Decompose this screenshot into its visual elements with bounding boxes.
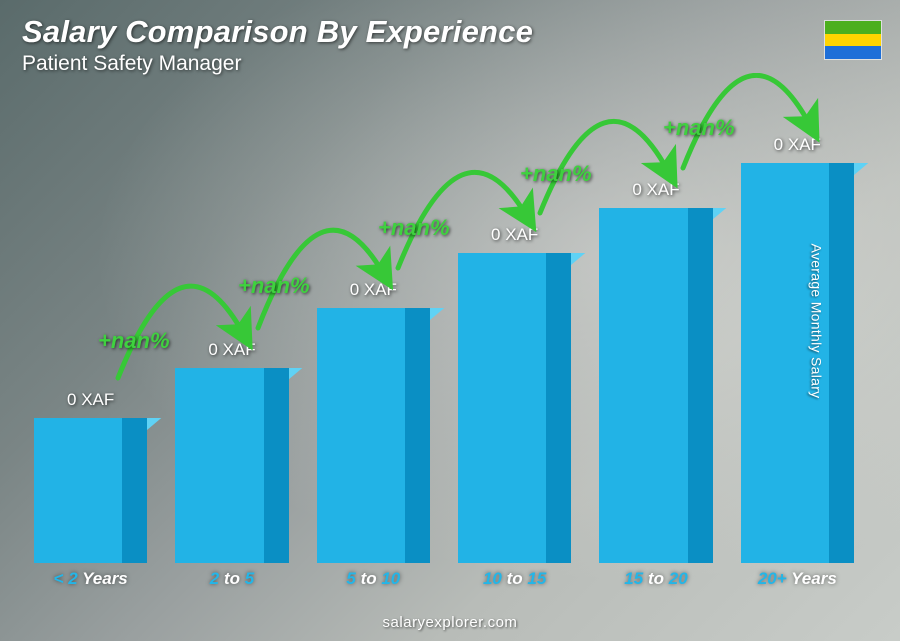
bar-slot: 0 XAF [317,280,430,563]
x-axis-label: < 2 Years [34,563,147,593]
bar-slot: 0 XAF [175,340,288,563]
x-axis-label: 20+ Years [741,563,854,593]
y-axis-label: Average Monthly Salary [809,243,825,398]
bar-slot: 0 XAF [599,180,712,563]
bar [317,308,430,563]
flag-stripe-2 [825,34,881,47]
growth-delta-label: +nan% [663,115,735,141]
flag-stripe-1 [825,21,881,34]
bar-front-face [317,308,430,563]
growth-delta-label: +nan% [520,161,592,187]
bar-value-label: 0 XAF [491,225,538,245]
x-axis-label: 5 to 10 [317,563,430,593]
x-axis-label: 2 to 5 [175,563,288,593]
bar-slot: 0 XAF [741,135,854,563]
growth-delta-label: +nan% [238,273,310,299]
bar [34,418,147,563]
bars-container: 0 XAF 0 XAF 0 XAF 0 XAF 0 XAF 0 XAF [28,73,860,563]
bar-front-face [458,253,571,563]
bar-front-face [34,418,147,563]
bar-value-label: 0 XAF [632,180,679,200]
country-flag-gabon [824,20,882,60]
bar-slot: 0 XAF [34,390,147,563]
title-block: Salary Comparison By Experience Patient … [22,14,533,76]
bar-chart: 0 XAF 0 XAF 0 XAF 0 XAF 0 XAF 0 XAF < 2 Years… [28,73,860,593]
chart-subtitle: Patient Safety Manager [22,52,533,76]
bar [458,253,571,563]
growth-delta-label: +nan% [378,215,450,241]
bar-value-label: 0 XAF [774,135,821,155]
flag-stripe-3 [825,46,881,59]
bar-slot: 0 XAF [458,225,571,563]
bar-front-face [599,208,712,563]
bar-value-label: 0 XAF [208,340,255,360]
x-axis: < 2 Years 2 to 5 5 to 10 10 to 15 15 to 20 20… [28,563,860,593]
x-axis-label: 10 to 15 [458,563,571,593]
growth-delta-label: +nan% [98,328,170,354]
bar [599,208,712,563]
x-axis-label: 15 to 20 [599,563,712,593]
bar-front-face [175,368,288,563]
chart-title: Salary Comparison By Experience [22,14,533,50]
bar [175,368,288,563]
bar-value-label: 0 XAF [67,390,114,410]
bar-value-label: 0 XAF [350,280,397,300]
bar-front-face [741,163,854,563]
footer-credit: salaryexplorer.com [0,614,900,631]
bar [741,163,854,563]
